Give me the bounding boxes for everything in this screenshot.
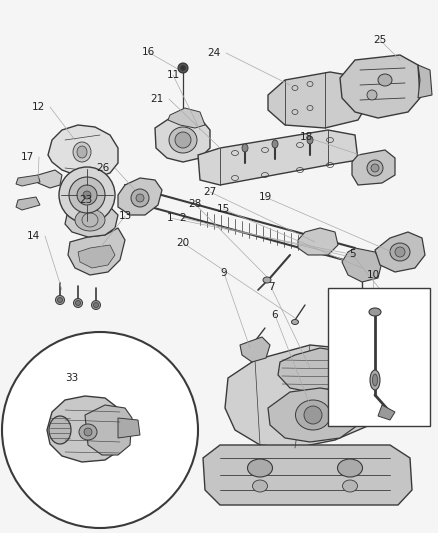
- Ellipse shape: [372, 374, 378, 386]
- Text: 12: 12: [32, 102, 45, 112]
- Polygon shape: [155, 115, 210, 162]
- Polygon shape: [278, 348, 355, 392]
- Ellipse shape: [343, 480, 357, 492]
- Text: 15: 15: [216, 204, 230, 214]
- Ellipse shape: [395, 247, 405, 257]
- Text: 25: 25: [373, 35, 387, 45]
- Ellipse shape: [378, 74, 392, 86]
- Bar: [328, 288, 430, 426]
- Text: 6: 6: [272, 310, 278, 320]
- Ellipse shape: [178, 63, 188, 73]
- Text: 2: 2: [180, 213, 186, 223]
- Text: 11: 11: [166, 70, 180, 80]
- Text: 13: 13: [118, 211, 132, 221]
- Text: 27: 27: [203, 187, 217, 197]
- Polygon shape: [198, 130, 358, 185]
- Ellipse shape: [57, 297, 63, 303]
- Ellipse shape: [136, 194, 144, 202]
- Polygon shape: [375, 232, 425, 272]
- Polygon shape: [78, 245, 115, 268]
- Polygon shape: [418, 65, 432, 98]
- Polygon shape: [36, 170, 62, 188]
- Ellipse shape: [56, 295, 64, 304]
- Ellipse shape: [367, 90, 377, 100]
- Ellipse shape: [175, 132, 191, 148]
- Polygon shape: [268, 388, 360, 442]
- Ellipse shape: [296, 400, 331, 430]
- Ellipse shape: [252, 480, 268, 492]
- Circle shape: [59, 167, 115, 223]
- Ellipse shape: [390, 243, 410, 261]
- Polygon shape: [378, 405, 395, 420]
- Ellipse shape: [74, 298, 82, 308]
- Ellipse shape: [75, 209, 105, 231]
- Text: 23: 23: [79, 195, 92, 205]
- Text: 1: 1: [167, 213, 173, 223]
- Ellipse shape: [370, 370, 380, 390]
- Ellipse shape: [77, 146, 87, 158]
- Polygon shape: [85, 405, 132, 455]
- Ellipse shape: [75, 301, 81, 305]
- Ellipse shape: [263, 277, 271, 283]
- Text: 14: 14: [26, 231, 39, 241]
- Text: 5: 5: [349, 249, 355, 259]
- Text: 9: 9: [221, 268, 227, 278]
- Ellipse shape: [371, 164, 379, 172]
- Ellipse shape: [338, 459, 363, 477]
- Polygon shape: [268, 72, 370, 128]
- Polygon shape: [203, 445, 412, 505]
- Polygon shape: [16, 197, 40, 210]
- Polygon shape: [340, 55, 420, 118]
- Polygon shape: [118, 178, 162, 215]
- Text: 33: 33: [65, 373, 79, 383]
- Polygon shape: [342, 248, 382, 282]
- Ellipse shape: [369, 308, 381, 316]
- Text: 24: 24: [207, 48, 221, 58]
- Ellipse shape: [367, 160, 383, 176]
- Text: 10: 10: [367, 270, 380, 280]
- Text: 7: 7: [268, 282, 274, 292]
- Polygon shape: [240, 337, 270, 362]
- Ellipse shape: [180, 66, 186, 70]
- Ellipse shape: [304, 406, 322, 424]
- Text: 18: 18: [300, 132, 313, 142]
- Text: 17: 17: [21, 152, 34, 162]
- Polygon shape: [68, 228, 125, 275]
- Ellipse shape: [49, 416, 71, 444]
- Ellipse shape: [131, 189, 149, 207]
- Polygon shape: [352, 150, 395, 185]
- Circle shape: [77, 185, 97, 205]
- Ellipse shape: [73, 142, 91, 162]
- Ellipse shape: [272, 140, 278, 148]
- Ellipse shape: [84, 428, 92, 436]
- Polygon shape: [225, 345, 388, 448]
- Circle shape: [69, 177, 105, 213]
- Ellipse shape: [169, 127, 197, 153]
- Ellipse shape: [307, 136, 313, 144]
- Polygon shape: [65, 203, 118, 237]
- Text: 20: 20: [177, 238, 190, 248]
- Polygon shape: [47, 396, 130, 462]
- Text: 28: 28: [188, 199, 201, 209]
- Polygon shape: [168, 108, 205, 128]
- Text: 21: 21: [150, 94, 164, 104]
- Polygon shape: [118, 418, 140, 438]
- Text: 26: 26: [96, 163, 110, 173]
- Polygon shape: [48, 125, 118, 178]
- Ellipse shape: [247, 459, 272, 477]
- Ellipse shape: [93, 303, 99, 308]
- Circle shape: [83, 191, 91, 199]
- Circle shape: [2, 332, 198, 528]
- Text: 16: 16: [141, 47, 155, 57]
- Ellipse shape: [92, 301, 100, 310]
- Ellipse shape: [292, 319, 299, 325]
- Ellipse shape: [242, 144, 248, 152]
- Polygon shape: [16, 175, 40, 186]
- Ellipse shape: [79, 424, 97, 440]
- Polygon shape: [298, 228, 338, 255]
- Text: 19: 19: [258, 192, 272, 202]
